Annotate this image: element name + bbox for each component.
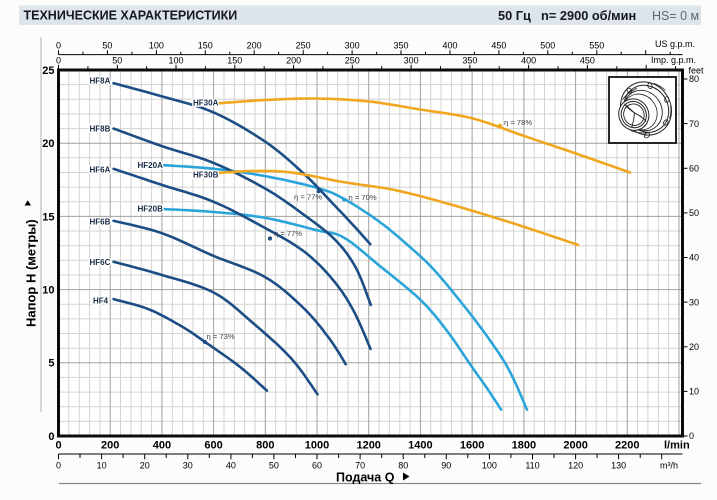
svg-text:200: 200 <box>286 56 301 66</box>
svg-text:200: 200 <box>101 440 119 452</box>
svg-text:80: 80 <box>398 461 408 471</box>
svg-text:15: 15 <box>42 211 54 223</box>
svg-text:Напор H (метры): Напор H (метры) <box>24 219 39 327</box>
svg-text:Imp. g.p.m.: Imp. g.p.m. <box>651 55 696 65</box>
svg-text:US g.p.m.: US g.p.m. <box>655 39 695 49</box>
svg-text:250: 250 <box>296 40 311 50</box>
svg-text:100: 100 <box>482 461 497 471</box>
svg-text:0: 0 <box>56 56 61 66</box>
svg-text:100: 100 <box>168 56 183 66</box>
svg-text:30: 30 <box>183 461 193 471</box>
svg-text:60: 60 <box>689 164 699 174</box>
svg-text:1800: 1800 <box>512 440 536 452</box>
svg-text:2200: 2200 <box>615 440 639 452</box>
svg-text:60: 60 <box>312 461 322 471</box>
svg-text:HF8B: HF8B <box>90 124 111 133</box>
svg-text:0: 0 <box>48 431 54 443</box>
svg-text:HS= 0 м: HS= 0 м <box>652 9 699 23</box>
svg-text:HF20B: HF20B <box>138 204 164 213</box>
svg-text:550: 550 <box>589 40 604 50</box>
svg-text:0: 0 <box>56 461 61 471</box>
svg-text:Подача Q: Подача Q <box>336 470 395 484</box>
svg-text:HF4: HF4 <box>93 296 109 305</box>
svg-text:0: 0 <box>689 431 694 441</box>
svg-text:20: 20 <box>140 461 150 471</box>
svg-text:300: 300 <box>345 40 360 50</box>
svg-text:1400: 1400 <box>408 440 432 452</box>
svg-text:HF20A: HF20A <box>138 161 164 170</box>
svg-text:600: 600 <box>204 440 222 452</box>
svg-text:1000: 1000 <box>305 440 329 452</box>
svg-text:110: 110 <box>525 461 539 471</box>
svg-text:30: 30 <box>689 297 699 307</box>
svg-text:250: 250 <box>345 56 360 66</box>
svg-text:50: 50 <box>689 208 699 218</box>
svg-text:400: 400 <box>442 40 457 50</box>
svg-text:0: 0 <box>56 40 61 50</box>
svg-text:80: 80 <box>689 74 699 84</box>
svg-text:130: 130 <box>611 461 626 471</box>
svg-text:300: 300 <box>404 56 419 66</box>
svg-text:η = 78%: η = 78% <box>504 118 532 127</box>
svg-text:HF6A: HF6A <box>90 165 111 174</box>
svg-text:feet: feet <box>689 66 705 76</box>
svg-text:HF6B: HF6B <box>90 217 111 226</box>
svg-text:n= 2900 об/мин: n= 2900 об/мин <box>541 8 636 23</box>
svg-text:25: 25 <box>42 65 54 77</box>
svg-text:η = 77%: η = 77% <box>274 229 302 238</box>
svg-text:40: 40 <box>226 461 236 471</box>
svg-text:HF8A: HF8A <box>90 77 111 86</box>
svg-text:400: 400 <box>153 440 171 452</box>
svg-text:150: 150 <box>227 56 242 66</box>
svg-text:350: 350 <box>462 56 477 66</box>
svg-text:500: 500 <box>540 40 555 50</box>
svg-text:1600: 1600 <box>460 440 484 452</box>
svg-text:1200: 1200 <box>356 440 380 452</box>
svg-text:10: 10 <box>689 387 699 397</box>
svg-text:800: 800 <box>256 440 274 452</box>
svg-text:450: 450 <box>491 40 506 50</box>
svg-text:20: 20 <box>689 342 699 352</box>
svg-text:50: 50 <box>102 40 112 50</box>
svg-text:η = 77%: η = 77% <box>294 192 322 201</box>
svg-text:50: 50 <box>269 461 279 471</box>
svg-text:HF30A: HF30A <box>193 99 219 108</box>
svg-text:m³/h: m³/h <box>660 461 678 471</box>
svg-text:HF30B: HF30B <box>193 170 219 179</box>
svg-text:0: 0 <box>55 440 61 452</box>
svg-text:40: 40 <box>689 253 699 263</box>
svg-text:400: 400 <box>521 56 536 66</box>
svg-text:ТЕХНИЧЕСКИЕ ХАРАКТЕРИСТИКИ: ТЕХНИЧЕСКИЕ ХАРАКТЕРИСТИКИ <box>24 9 238 23</box>
svg-text:70: 70 <box>355 461 365 471</box>
svg-text:20: 20 <box>42 138 54 150</box>
svg-text:10: 10 <box>42 285 54 297</box>
svg-text:350: 350 <box>393 40 408 50</box>
svg-text:200: 200 <box>247 40 262 50</box>
svg-text:50 Гц: 50 Гц <box>498 8 531 23</box>
svg-text:η = 73%: η = 73% <box>207 332 235 341</box>
svg-text:150: 150 <box>198 40 213 50</box>
svg-text:η = 70%: η = 70% <box>349 193 377 202</box>
svg-text:120: 120 <box>568 461 583 471</box>
svg-text:90: 90 <box>441 461 451 471</box>
svg-text:450: 450 <box>580 56 595 66</box>
svg-text:5: 5 <box>48 358 54 370</box>
svg-text:HF6C: HF6C <box>90 258 111 267</box>
svg-text:100: 100 <box>149 40 164 50</box>
svg-text:70: 70 <box>689 119 699 129</box>
svg-text:50: 50 <box>112 56 122 66</box>
svg-text:2000: 2000 <box>563 440 587 452</box>
svg-text:l/min: l/min <box>664 440 690 452</box>
svg-text:10: 10 <box>97 461 107 471</box>
